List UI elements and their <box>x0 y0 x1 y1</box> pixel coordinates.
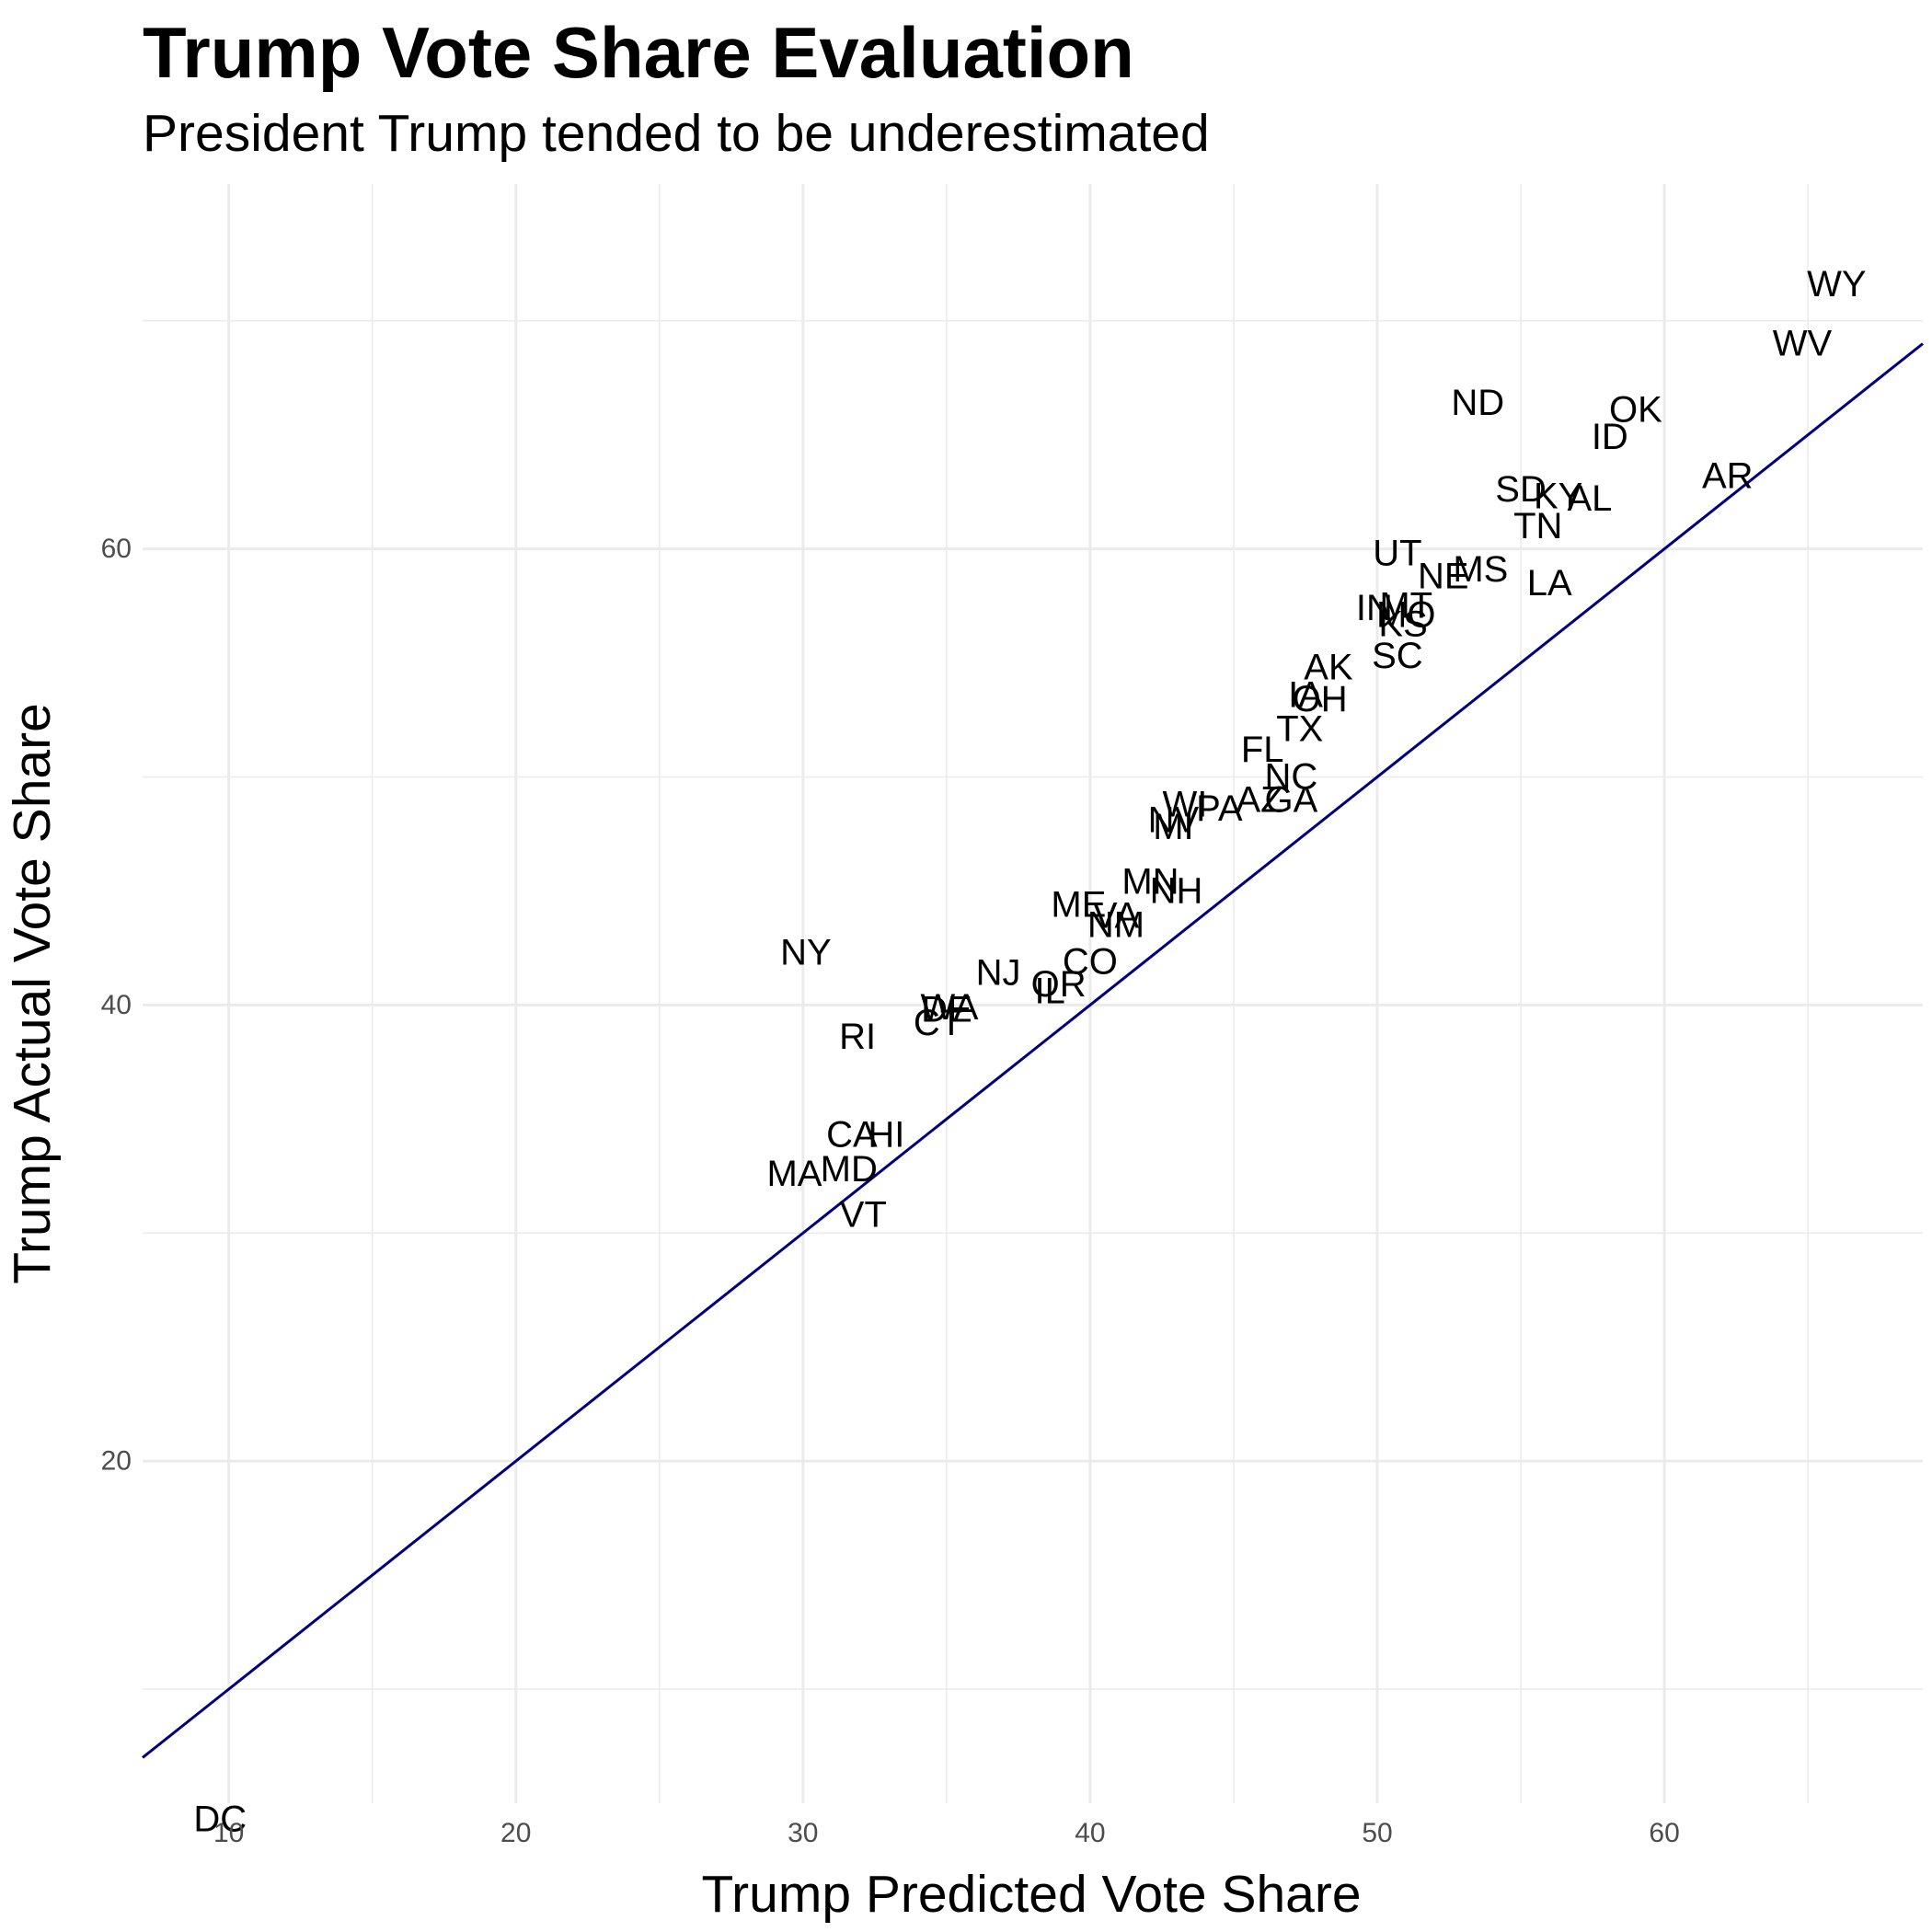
point-label-mi: MI <box>1153 807 1193 847</box>
point-label-mt: MT <box>1379 586 1432 627</box>
point-label-wv: WV <box>1773 324 1833 364</box>
y-tick-label: 40 <box>101 990 132 1020</box>
point-label-nj: NJ <box>976 953 1021 994</box>
point-label-mo: MO <box>1376 595 1435 636</box>
point-label-ut: UT <box>1373 534 1421 574</box>
point-label-co: CO <box>1063 941 1118 982</box>
y-axis-label: Trump Actual Vote Share <box>3 703 62 1284</box>
point-label-nm: NM <box>1087 905 1144 946</box>
point-label-mn: MN <box>1121 862 1179 903</box>
point-label-pa: PA <box>1196 788 1243 829</box>
point-label-ga: GA <box>1264 779 1317 820</box>
point-label-in: IN <box>1356 588 1393 628</box>
point-label-nd: ND <box>1451 383 1504 423</box>
point-label-ky: KY <box>1534 477 1582 517</box>
point-label-ar: AR <box>1702 455 1754 496</box>
point-label-hi: HI <box>868 1115 904 1156</box>
chart-subtitle: President Trump tended to be underestima… <box>143 104 1210 163</box>
point-label-id: ID <box>1592 417 1628 457</box>
point-label-il: IL <box>1035 972 1065 1012</box>
point-label-or: OR <box>1031 964 1087 1005</box>
point-label-vt: VT <box>840 1194 887 1235</box>
x-axis-label: Trump Predicted Vote Share <box>701 1865 1361 1924</box>
point-label-nh: NH <box>1150 870 1203 911</box>
point-label-fl: FL <box>1241 730 1284 770</box>
point-label-al: AL <box>1567 478 1612 519</box>
point-label-nc: NC <box>1264 757 1317 798</box>
point-label-ne: NE <box>1418 556 1469 596</box>
x-tick-label: 30 <box>788 1818 818 1848</box>
point-label-ks: KS <box>1378 604 1427 644</box>
point-label-ak: AK <box>1304 648 1353 688</box>
point-label-ia: IA <box>1288 674 1323 715</box>
point-label-sd: SD <box>1495 469 1547 510</box>
point-label-az: AZ <box>1236 779 1282 820</box>
grid-layer <box>143 184 1923 1803</box>
x-tick-label: 50 <box>1362 1818 1392 1848</box>
point-label-tn: TN <box>1513 506 1562 546</box>
point-label-ct: CT <box>914 1003 962 1043</box>
x-tick-label: 10 <box>213 1818 244 1848</box>
point-label-dc: DC <box>193 1799 247 1839</box>
point-label-wy: WY <box>1807 264 1866 305</box>
point-label-tx: TX <box>1276 708 1323 749</box>
point-label-ny: NY <box>780 932 832 972</box>
point-label-de: DE <box>921 989 972 1029</box>
point-label-ri: RI <box>839 1017 876 1057</box>
chart-title: Trump Vote Share Evaluation <box>143 12 1134 93</box>
point-label-ma: MA <box>766 1154 822 1194</box>
point-label-la: LA <box>1527 563 1572 604</box>
point-label-oh: OH <box>1293 679 1348 719</box>
point-label-ms: MS <box>1453 549 1508 590</box>
x-tick-label: 40 <box>1075 1818 1105 1848</box>
point-label-nv: NV <box>1148 800 1200 841</box>
point-label-va: VA <box>1093 896 1140 937</box>
point-label-ok: OK <box>1609 389 1662 430</box>
tick-labels-layer: 10 20 30 40 50 60 20 40 60 <box>101 534 1680 1848</box>
reference-line <box>142 342 1924 1759</box>
x-tick-label: 20 <box>500 1818 531 1848</box>
point-label-wa: WA <box>921 987 979 1028</box>
reference-line-layer <box>142 342 1924 1759</box>
x-tick-label: 60 <box>1649 1818 1679 1848</box>
y-tick-label: 20 <box>101 1446 132 1477</box>
point-label-ca: CA <box>826 1115 878 1156</box>
point-label-wi: WI <box>1162 784 1207 824</box>
point-label-sc: SC <box>1372 636 1423 676</box>
y-tick-label: 60 <box>101 534 132 564</box>
point-label-md: MD <box>821 1149 878 1190</box>
point-label-me: ME <box>1051 884 1106 925</box>
